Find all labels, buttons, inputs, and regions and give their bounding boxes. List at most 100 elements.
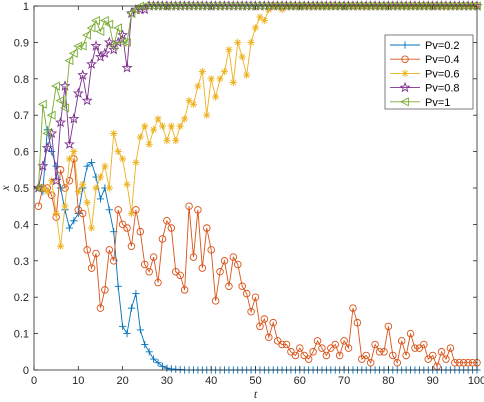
data-point xyxy=(118,220,127,229)
legend-label: Pv=0.2 xyxy=(425,40,460,52)
data-point xyxy=(212,93,220,101)
data-point xyxy=(207,75,215,83)
data-point xyxy=(105,184,113,192)
data-point xyxy=(154,359,162,367)
x-tick-label: 70 xyxy=(338,375,350,387)
data-point xyxy=(43,188,51,196)
series-line xyxy=(37,158,477,368)
data-point xyxy=(33,183,43,193)
data-point xyxy=(127,304,136,312)
legend-label: Pv=0.8 xyxy=(425,83,460,95)
data-point xyxy=(158,122,167,130)
data-point xyxy=(384,322,393,331)
data-point xyxy=(389,351,397,360)
data-point xyxy=(65,176,74,185)
y-tick-label: 0.3 xyxy=(14,256,29,268)
data-point xyxy=(72,87,84,99)
data-point xyxy=(167,122,175,130)
data-point xyxy=(64,56,74,66)
data-point xyxy=(150,126,158,134)
data-point xyxy=(278,6,286,14)
data-point xyxy=(101,162,109,170)
data-point xyxy=(442,355,450,363)
data-point xyxy=(51,81,60,91)
data-point xyxy=(119,155,127,163)
y-tick-label: 0.2 xyxy=(14,292,29,304)
data-point xyxy=(185,97,193,105)
series-2 xyxy=(34,155,481,371)
x-tick-label: 10 xyxy=(72,375,84,387)
data-point xyxy=(86,23,96,33)
data-point xyxy=(154,278,162,287)
data-point xyxy=(304,355,313,363)
data-point xyxy=(216,75,224,83)
data-point xyxy=(96,173,105,181)
data-point xyxy=(136,133,144,141)
legend: Pv=0.2 Pv=0.4 Pv=0.6 Pv=0.8 Pv=1 xyxy=(384,34,474,110)
data-point xyxy=(446,344,455,352)
legend-item: Pv=0.6 xyxy=(390,68,460,80)
data-point xyxy=(99,47,111,58)
data-point xyxy=(46,127,58,139)
x-tick-label: 80 xyxy=(382,375,394,387)
data-point xyxy=(114,148,122,156)
data-point xyxy=(149,253,158,261)
data-point xyxy=(50,174,62,186)
data-point xyxy=(46,110,56,120)
data-point xyxy=(362,351,371,360)
data-point xyxy=(406,329,415,338)
data-point xyxy=(397,337,406,345)
data-point xyxy=(242,289,251,298)
data-point xyxy=(117,29,129,40)
data-point xyxy=(185,202,193,210)
data-point xyxy=(91,16,100,26)
y-tick-label: 0.7 xyxy=(14,110,29,122)
data-point xyxy=(220,257,229,265)
data-point xyxy=(278,340,286,349)
data-point xyxy=(158,235,167,243)
legend-marker xyxy=(401,55,409,63)
data-point xyxy=(207,246,215,254)
data-point xyxy=(127,209,136,218)
data-point xyxy=(132,158,140,167)
axes-layer: 0 10 20 30 40 50 60 70 80 90 100 0 0.1 0.2 0.3 0.4 0.5 0.… xyxy=(14,1,484,387)
data-point xyxy=(55,116,67,128)
data-point xyxy=(73,41,83,51)
legend-label: Pv=0.4 xyxy=(425,54,460,66)
data-point xyxy=(455,358,464,367)
data-point xyxy=(61,202,69,210)
data-point xyxy=(225,282,233,291)
data-point xyxy=(65,224,74,232)
data-point xyxy=(70,217,78,225)
y-axis-label: x xyxy=(0,185,12,192)
legend-item: Pv=0.2 xyxy=(390,40,460,52)
legend-item: Pv=0.4 xyxy=(390,54,460,66)
data-point xyxy=(60,103,69,113)
data-point xyxy=(47,191,56,200)
data-point xyxy=(247,38,255,46)
data-point xyxy=(340,337,348,345)
data-point xyxy=(366,358,375,367)
data-point xyxy=(380,348,388,356)
x-tick-label: 60 xyxy=(294,375,306,387)
data-point xyxy=(451,358,459,367)
data-point xyxy=(99,16,109,26)
data-point xyxy=(123,224,131,232)
data-point xyxy=(358,355,366,363)
data-point xyxy=(87,264,96,272)
data-point xyxy=(167,224,176,232)
data-point xyxy=(77,69,89,80)
data-point xyxy=(229,253,238,261)
data-point xyxy=(265,6,273,14)
data-point xyxy=(140,260,149,269)
y-tick-label: 1 xyxy=(23,1,29,13)
data-point xyxy=(81,94,93,106)
x-tick-label: 100 xyxy=(468,375,484,387)
data-point xyxy=(411,344,419,352)
data-point xyxy=(437,348,446,356)
data-point xyxy=(260,315,269,323)
data-point xyxy=(331,340,339,349)
data-point xyxy=(265,333,273,341)
data-point xyxy=(145,267,153,276)
